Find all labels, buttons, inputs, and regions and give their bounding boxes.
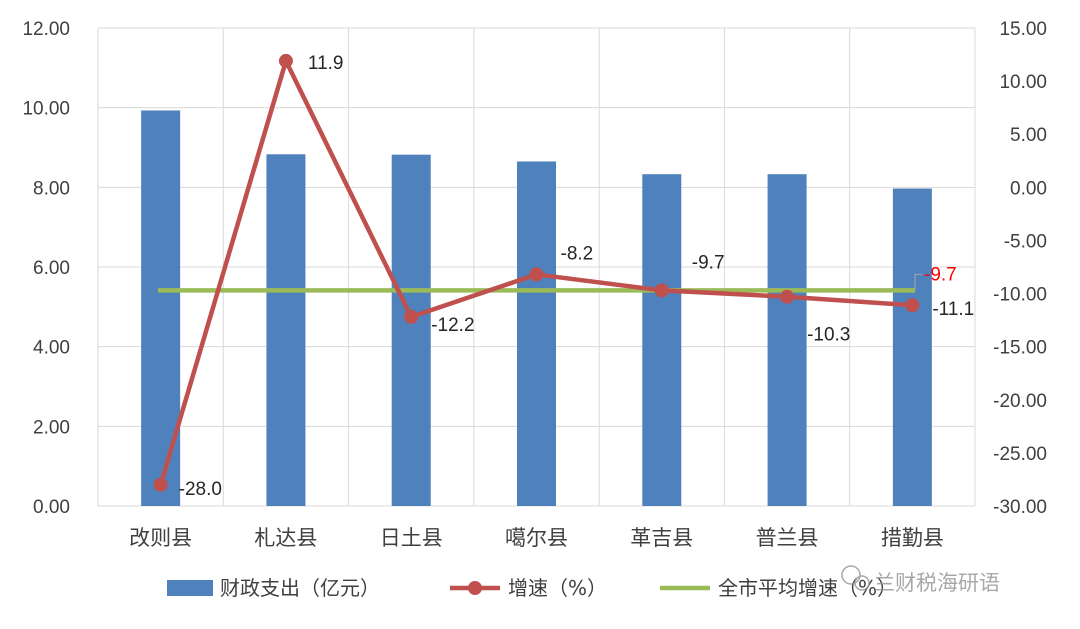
legend-line-label: 增速（%）	[508, 576, 607, 600]
right-tick-label-2: -20.00	[993, 391, 1047, 412]
bar-4	[642, 174, 682, 506]
right-tick-label-7: 5.00	[1010, 125, 1047, 146]
growth-data-label-2: -12.2	[431, 315, 474, 336]
bar-1	[266, 154, 306, 506]
growth-point-5	[780, 289, 795, 304]
growth-line-series: -28.0 11.9 -12.2 -8.2 -9.7 -10.3 -11.1	[153, 53, 974, 500]
bar-3	[517, 161, 556, 507]
right-tick-label-8: 10.00	[999, 72, 1047, 93]
right-tick-label-5: -5.00	[1004, 231, 1047, 252]
growth-data-label-4: -9.7	[692, 252, 725, 273]
left-tick-label-6: 12.00	[22, 19, 70, 40]
bar-6	[892, 188, 932, 507]
right-axis: -30.00 -25.00 -20.00 -15.00 -10.00 -5.00 0.00 5…	[993, 19, 1047, 518]
left-tick-label-1: 2.00	[33, 417, 70, 438]
category-label-4: 革吉县	[630, 526, 693, 550]
watermark-group: 兰财税海研语	[841, 565, 1000, 595]
growth-point-1	[278, 53, 293, 68]
left-tick-label-2: 4.00	[33, 338, 70, 359]
growth-data-label-5: -10.3	[807, 325, 850, 346]
right-tick-label-1: -25.00	[993, 444, 1047, 465]
category-label-1: 札达县	[254, 526, 317, 550]
watermark-label: 兰财税海研语	[874, 571, 1000, 595]
growth-point-0	[153, 477, 168, 492]
wechat-icon	[841, 565, 861, 585]
growth-point-4	[654, 283, 669, 298]
category-label-0: 改则县	[129, 526, 192, 550]
bar-0	[141, 110, 181, 506]
left-tick-label-0: 0.00	[33, 497, 70, 518]
legend-bar-swatch	[167, 580, 213, 596]
wechat-icon-bubble	[854, 575, 870, 591]
category-label-2: 日土县	[380, 526, 443, 550]
average-label-leader	[914, 273, 922, 291]
category-label-6: 措勤县	[881, 526, 944, 550]
bar-2	[391, 154, 431, 507]
left-tick-label-3: 6.00	[33, 258, 70, 279]
legend-avg-label: 全市平均增速（%）	[718, 576, 897, 600]
category-label-3: 噶尔县	[505, 526, 568, 550]
legend: 财政支出（亿元） 增速（%） 全市平均增速（%）	[167, 576, 897, 600]
right-tick-label-9: 15.00	[999, 19, 1047, 40]
category-axis: 改则县 札达县 日土县 噶尔县 革吉县 普兰县 措勤县	[129, 526, 944, 550]
right-tick-label-6: 0.00	[1010, 178, 1047, 199]
growth-point-2	[404, 309, 419, 324]
growth-data-label-0: -28.0	[179, 479, 222, 500]
bar-5	[767, 174, 807, 506]
growth-data-label-6: -11.1	[932, 299, 974, 320]
watermark: 兰财税海研语	[841, 565, 1000, 595]
right-tick-label-3: -15.00	[993, 338, 1047, 359]
growth-data-label-1: 11.9	[308, 53, 344, 74]
growth-data-label-3: -8.2	[561, 243, 594, 264]
growth-point-6	[905, 298, 920, 313]
legend-bar-label: 财政支出（亿元）	[220, 576, 380, 600]
right-tick-label-4: -10.00	[993, 285, 1047, 306]
left-tick-label-4: 8.00	[33, 178, 70, 199]
right-tick-label-0: -30.00	[993, 497, 1047, 518]
average-data-label: -9.7	[924, 264, 957, 285]
category-label-5: 普兰县	[756, 526, 819, 550]
left-tick-label-5: 10.00	[22, 99, 70, 120]
bar-series	[141, 110, 932, 507]
legend-line-marker	[468, 581, 482, 595]
growth-point-3	[529, 267, 544, 282]
left-axis: 0.00 2.00 4.00 6.00 8.00 10.00 12.00	[22, 19, 70, 518]
